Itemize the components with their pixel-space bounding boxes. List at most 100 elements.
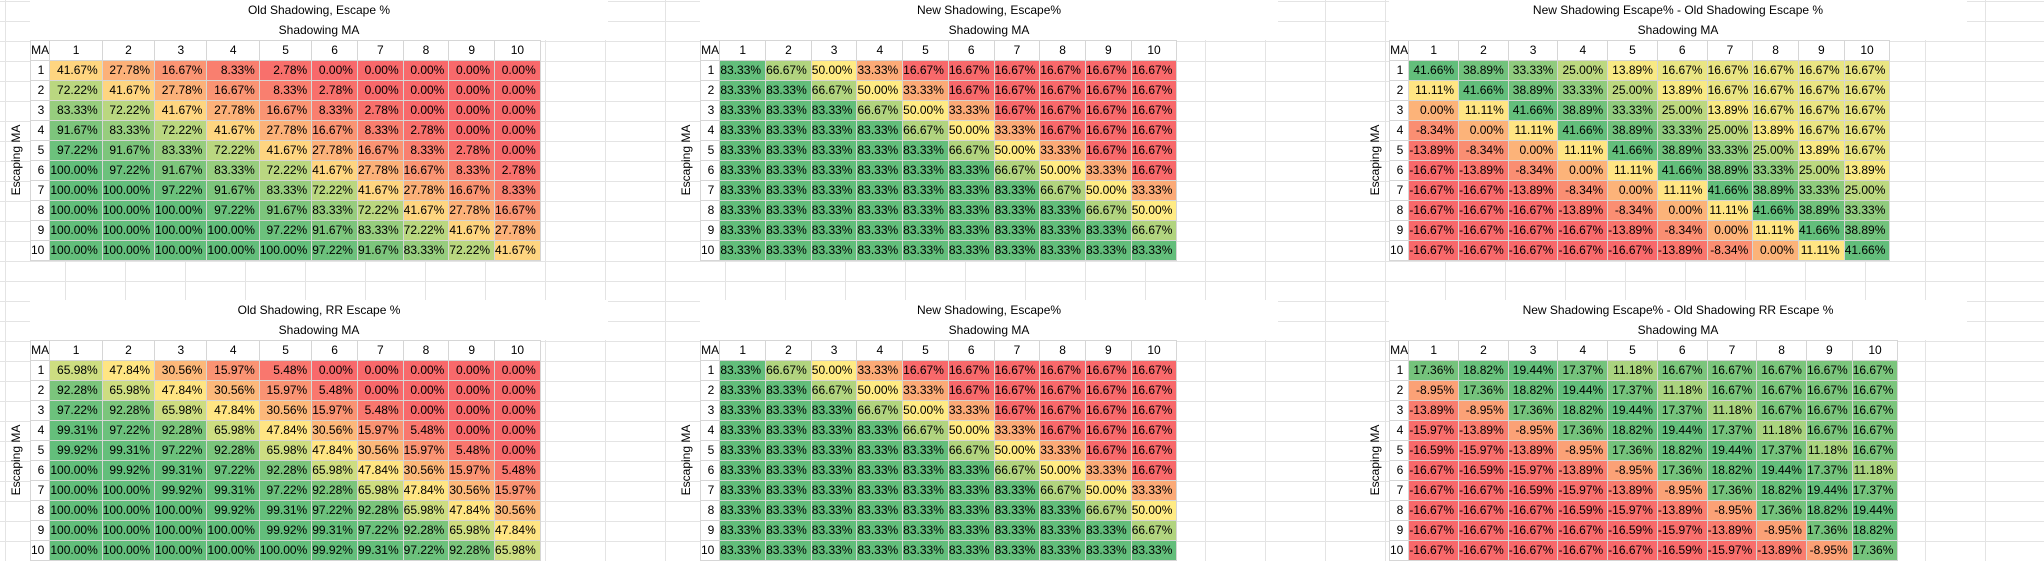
heatmap-cell[interactable]: 100.00% (154, 540, 208, 561)
row-header[interactable]: 5 (29, 140, 51, 161)
heatmap-cell[interactable]: -15.97% (1607, 500, 1658, 521)
heatmap-cell[interactable]: 83.33% (1130, 240, 1178, 261)
heatmap-cell[interactable]: 100.00% (154, 500, 208, 521)
heatmap-cell[interactable]: 5.48% (311, 380, 358, 401)
column-header[interactable]: 9 (1084, 40, 1132, 61)
heatmap-cell[interactable]: 17.36% (1507, 400, 1559, 421)
heatmap-cell[interactable]: 33.33% (1797, 180, 1845, 201)
heatmap-cell[interactable]: -16.67% (1408, 200, 1460, 221)
heatmap-cell[interactable]: 5.48% (494, 460, 541, 481)
heatmap-cell[interactable]: 83.33% (810, 180, 858, 201)
row-header[interactable]: 6 (29, 160, 51, 181)
column-header[interactable]: 1 (719, 40, 767, 61)
heatmap-cell[interactable]: 16.67% (1084, 80, 1132, 101)
heatmap-cell[interactable]: 16.67% (1756, 400, 1807, 421)
heatmap-cell[interactable]: 16.67% (1851, 400, 1899, 421)
row-header[interactable]: 2 (699, 80, 721, 101)
heatmap-cell[interactable]: 97.22% (311, 500, 358, 521)
heatmap-cell[interactable]: 11.11% (1557, 140, 1609, 161)
column-header[interactable]: 9 (448, 340, 496, 361)
heatmap-cell[interactable]: 97.22% (311, 240, 358, 261)
heatmap-cell[interactable]: 66.67% (856, 100, 904, 121)
heatmap-cell[interactable]: 83.33% (993, 220, 1041, 241)
row-header[interactable]: 5 (29, 440, 51, 461)
heatmap-cell[interactable]: -8.34% (1507, 160, 1559, 181)
heatmap-cell[interactable]: 11.18% (1851, 460, 1899, 481)
row-header[interactable]: 10 (1388, 540, 1410, 561)
column-header[interactable]: 8 (1756, 340, 1807, 361)
heatmap-cell[interactable]: 11.11% (1458, 100, 1509, 121)
heatmap-cell[interactable]: 16.67% (1039, 400, 1086, 421)
heatmap-cell[interactable]: 27.78% (494, 220, 541, 241)
heatmap-cell[interactable]: 83.33% (311, 200, 358, 221)
heatmap-cell[interactable]: 16.67% (1706, 360, 1758, 381)
heatmap-cell[interactable]: -13.89% (1507, 440, 1559, 461)
heatmap-cell[interactable]: 13.89% (1706, 100, 1754, 121)
heatmap-cell[interactable]: 66.67% (1084, 200, 1132, 221)
heatmap-cell[interactable]: 18.82% (1458, 360, 1509, 381)
heatmap-cell[interactable]: 66.67% (1039, 180, 1086, 201)
heatmap-cell[interactable]: 65.98% (49, 360, 103, 381)
heatmap-cell[interactable]: 83.33% (810, 140, 858, 161)
heatmap-cell[interactable]: 66.67% (810, 380, 858, 401)
heatmap-cell[interactable]: 0.00% (311, 60, 358, 81)
heatmap-cell[interactable]: 100.00% (154, 520, 208, 541)
heatmap-cell[interactable]: 13.89% (1843, 160, 1891, 181)
heatmap-cell[interactable]: -13.89% (1656, 500, 1708, 521)
heatmap-cell[interactable]: 83.33% (719, 140, 767, 161)
column-header[interactable]: 6 (311, 340, 358, 361)
heatmap-cell[interactable]: 50.00% (947, 120, 995, 141)
heatmap-cell[interactable]: 2.78% (258, 60, 313, 81)
heatmap-cell[interactable]: 13.89% (1797, 140, 1845, 161)
heatmap-cell[interactable]: 13.89% (1656, 80, 1708, 101)
heatmap-cell[interactable]: 65.98% (101, 380, 156, 401)
heatmap-cell[interactable]: 50.00% (1084, 480, 1132, 501)
heatmap-cell[interactable]: -16.67% (1507, 220, 1559, 241)
heatmap-cell[interactable]: 65.98% (258, 440, 313, 461)
column-header[interactable]: 5 (1607, 40, 1658, 61)
heatmap-cell[interactable]: 72.22% (311, 180, 358, 201)
heatmap-cell[interactable]: 50.00% (902, 400, 949, 421)
heatmap-cell[interactable]: 83.33% (856, 140, 904, 161)
heatmap-cell[interactable]: -16.59% (1507, 480, 1559, 501)
heatmap-cell[interactable]: -8.34% (1408, 120, 1460, 141)
heatmap-cell[interactable]: 8.33% (494, 180, 541, 201)
heatmap-cell[interactable]: 100.00% (49, 520, 103, 541)
heatmap-cell[interactable]: 100.00% (206, 240, 260, 261)
heatmap-cell[interactable]: 41.66% (1797, 220, 1845, 241)
column-header[interactable]: 8 (1752, 40, 1799, 61)
heatmap-cell[interactable]: 16.67% (1805, 420, 1853, 441)
heatmap-cell[interactable]: 16.67% (1656, 60, 1708, 81)
row-header[interactable]: 9 (1388, 520, 1410, 541)
heatmap-cell[interactable]: 41.67% (154, 100, 208, 121)
heatmap-cell[interactable]: 41.67% (402, 200, 450, 221)
heatmap-cell[interactable]: 83.33% (947, 240, 995, 261)
heatmap-cell[interactable]: 0.00% (311, 360, 358, 381)
heatmap-cell[interactable]: 16.67% (1084, 360, 1132, 381)
heatmap-cell[interactable]: 83.33% (719, 460, 767, 481)
heatmap-cell[interactable]: 18.82% (1706, 460, 1758, 481)
heatmap-cell[interactable]: 16.67% (1130, 160, 1178, 181)
heatmap-cell[interactable]: 16.67% (1805, 360, 1853, 381)
row-header[interactable]: 4 (29, 420, 51, 441)
row-header[interactable]: 6 (1388, 460, 1410, 481)
heatmap-cell[interactable]: 38.89% (1843, 220, 1891, 241)
heatmap-cell[interactable]: 83.33% (719, 120, 767, 141)
heatmap-cell[interactable]: 83.33% (993, 540, 1041, 561)
column-header[interactable]: 4 (1557, 40, 1609, 61)
heatmap-cell[interactable]: 66.67% (1084, 500, 1132, 521)
column-header[interactable]: 4 (206, 40, 260, 61)
heatmap-cell[interactable]: 0.00% (494, 400, 541, 421)
heatmap-cell[interactable]: 16.67% (1039, 60, 1086, 81)
column-header[interactable]: 3 (810, 340, 858, 361)
heatmap-cell[interactable]: 0.00% (402, 400, 450, 421)
heatmap-cell[interactable]: 41.67% (356, 180, 404, 201)
row-header[interactable]: 5 (1388, 440, 1410, 461)
heatmap-cell[interactable]: 0.00% (1408, 100, 1460, 121)
heatmap-cell[interactable]: -16.67% (1408, 520, 1460, 541)
heatmap-cell[interactable]: 0.00% (1507, 140, 1559, 161)
column-header[interactable]: 1 (1408, 40, 1460, 61)
row-header[interactable]: 9 (699, 520, 721, 541)
heatmap-cell[interactable]: 99.31% (49, 420, 103, 441)
heatmap-cell[interactable]: -16.59% (1656, 540, 1708, 561)
